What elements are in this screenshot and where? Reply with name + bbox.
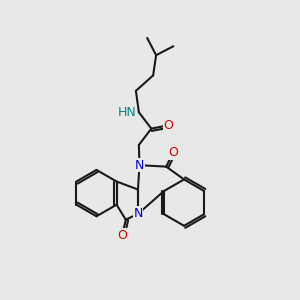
Text: O: O (164, 119, 173, 132)
Text: N: N (133, 207, 143, 220)
Text: HN: HN (118, 106, 136, 119)
Text: N: N (135, 159, 144, 172)
Text: O: O (168, 146, 178, 160)
Text: O: O (117, 229, 127, 242)
